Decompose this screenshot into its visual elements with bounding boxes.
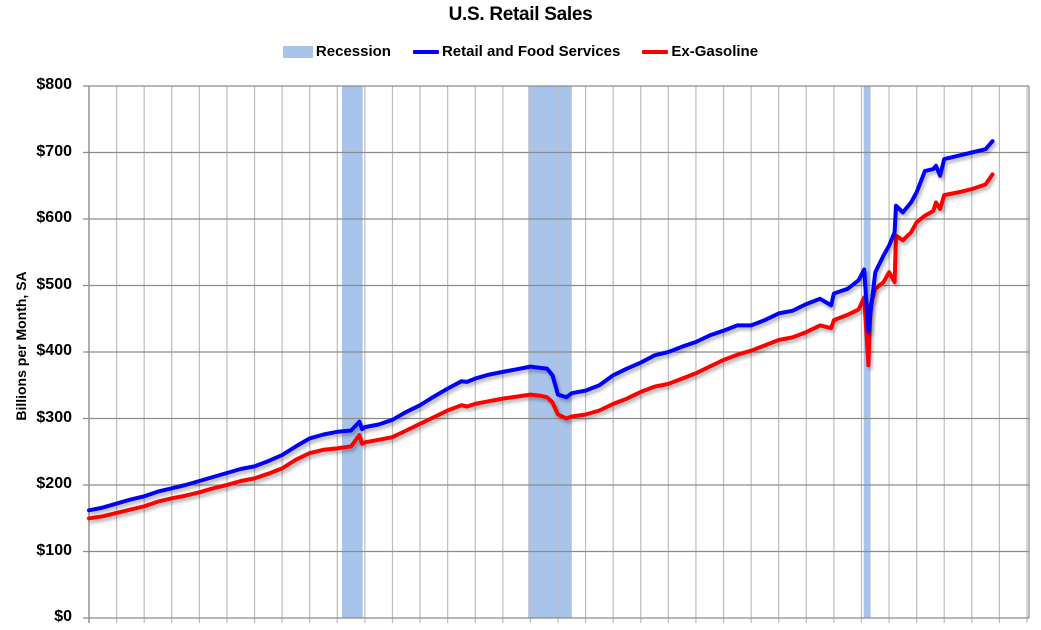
y-tick-label: $500 xyxy=(36,275,72,293)
recession-swatch-icon xyxy=(282,45,313,58)
y-tick-label: $100 xyxy=(36,541,72,559)
y-tick-label: $0 xyxy=(54,608,72,625)
gridlines xyxy=(83,85,1030,623)
y-tick-label: $200 xyxy=(36,475,72,492)
legend-item-ex-gasoline: Ex-Gasoline xyxy=(642,43,758,60)
legend-label: Retail and Food Services xyxy=(441,43,621,60)
y-tick-label: $800 xyxy=(36,76,72,93)
retail-line-swatch-icon xyxy=(412,49,439,54)
series-line xyxy=(87,172,995,521)
y-tick-label: $700 xyxy=(36,142,72,160)
legend-item-recession: Recession xyxy=(282,43,391,60)
legend-item-retail: Retail and Food Services xyxy=(412,43,621,60)
series-line xyxy=(87,139,995,513)
chart-title: U.S. Retail Sales xyxy=(448,4,593,25)
y-tick-label: $300 xyxy=(36,408,72,426)
y-tick-label: $400 xyxy=(36,342,72,359)
legend-label: Ex-Gasoline xyxy=(671,43,759,60)
chart-legend: Recession Retail and Food Services Ex-Ga… xyxy=(0,43,1041,60)
y-tick-label: $600 xyxy=(36,209,72,226)
legend-label: Recession xyxy=(315,43,391,60)
ex-gasoline-line-swatch-icon xyxy=(642,49,669,54)
series-lines xyxy=(87,139,995,521)
